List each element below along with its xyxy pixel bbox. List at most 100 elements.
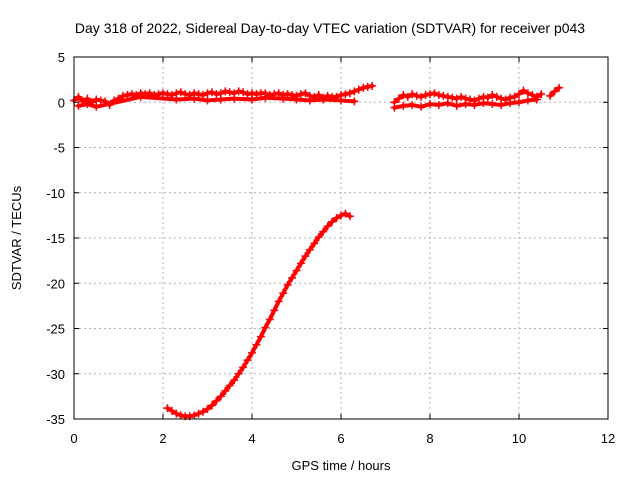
data-point: [176, 88, 185, 97]
data-point: [221, 87, 230, 96]
data-point: [305, 245, 314, 254]
data-point: [443, 99, 452, 108]
data-point: [519, 86, 528, 95]
data-point: [167, 406, 176, 415]
data-point: [252, 340, 261, 349]
data-point: [546, 91, 555, 100]
data-point: [345, 89, 354, 98]
data-point: [319, 227, 328, 236]
data-point: [159, 89, 167, 98]
y-tick-label: -25: [46, 322, 65, 337]
x-tick-label: 10: [512, 431, 526, 446]
data-point: [488, 100, 497, 109]
data-point: [314, 233, 323, 242]
data-point: [363, 82, 372, 91]
data-point: [417, 102, 426, 111]
x-axis-label: GPS time / hours: [292, 458, 391, 473]
y-tick-label: -20: [46, 276, 65, 291]
data-point: [199, 91, 208, 100]
y-tick-label: 5: [58, 50, 65, 65]
data-point: [207, 401, 216, 410]
y-ticks: 5 0 -5 -10 -15 -20 -25 -30 -35: [46, 50, 608, 427]
data-point: [83, 100, 92, 109]
data-point: [523, 96, 532, 105]
data-point: [234, 369, 243, 378]
data-point: [92, 102, 101, 111]
data-point: [203, 96, 212, 105]
data-point: [537, 90, 546, 99]
data-point: [408, 90, 417, 99]
data-point: [368, 81, 377, 90]
data-point: [288, 273, 297, 282]
data-point: [261, 93, 270, 102]
data-point: [310, 239, 319, 248]
data-point: [417, 92, 426, 101]
data-point: [452, 101, 461, 110]
data-point: [163, 404, 172, 413]
data-point: [439, 91, 448, 100]
data-point: [283, 90, 292, 99]
data-point: [332, 214, 341, 223]
data-point: [176, 411, 185, 420]
data-point: [532, 95, 541, 104]
x-tick-label: 0: [70, 431, 77, 446]
data-point: [74, 92, 83, 101]
y-axis-label: SDTVAR / TECUs: [9, 185, 24, 290]
data-point: [216, 392, 225, 401]
data-point: [216, 95, 225, 104]
data-point: [199, 407, 208, 416]
series-trace: [165, 211, 352, 419]
y-tick-label: -30: [46, 367, 65, 382]
data-point: [190, 94, 199, 103]
data-point: [457, 92, 466, 101]
x-tick-label: 6: [337, 431, 344, 446]
y-tick-label: -10: [46, 186, 65, 201]
data-point: [421, 91, 430, 100]
data-point: [239, 88, 248, 97]
data-point: [194, 90, 203, 99]
y-tick-label: -35: [46, 412, 65, 427]
x-tick-label: 12: [601, 431, 615, 446]
data-point: [474, 94, 483, 103]
data-point: [510, 92, 519, 101]
data-series-4: [546, 83, 564, 100]
data-point: [261, 323, 270, 332]
data-point: [394, 94, 403, 103]
x-tick-label: 4: [248, 431, 255, 446]
data-point: [483, 93, 492, 102]
data-point: [479, 99, 488, 108]
data-point: [248, 95, 256, 104]
data-point: [203, 405, 212, 414]
data-point: [221, 386, 230, 395]
data-point: [194, 409, 203, 418]
data-point: [426, 100, 434, 109]
data-series-1: [74, 92, 359, 111]
data-point: [92, 95, 101, 104]
data-point: [225, 381, 234, 390]
data-point: [212, 90, 221, 99]
data-point: [399, 101, 408, 110]
data-point: [319, 95, 328, 104]
y-tick-label: -5: [53, 141, 65, 156]
data-point: [243, 90, 252, 99]
data-point: [426, 90, 434, 99]
data-point: [550, 87, 559, 96]
data-point: [279, 94, 288, 103]
y-tick-label: -15: [46, 231, 65, 246]
data-point: [248, 348, 256, 357]
data-point: [341, 209, 350, 218]
data-point: [252, 90, 261, 99]
data-point: [74, 101, 83, 110]
data-point: [234, 87, 243, 96]
data-point: [506, 99, 515, 108]
data-point: [337, 211, 345, 220]
data-point: [523, 89, 532, 98]
data-point: [118, 91, 127, 100]
data-point: [399, 91, 408, 100]
data-point: [430, 89, 439, 98]
data-point: [243, 356, 252, 365]
data-point: [190, 411, 199, 420]
data-point: [403, 92, 412, 101]
data-points: [70, 81, 564, 421]
